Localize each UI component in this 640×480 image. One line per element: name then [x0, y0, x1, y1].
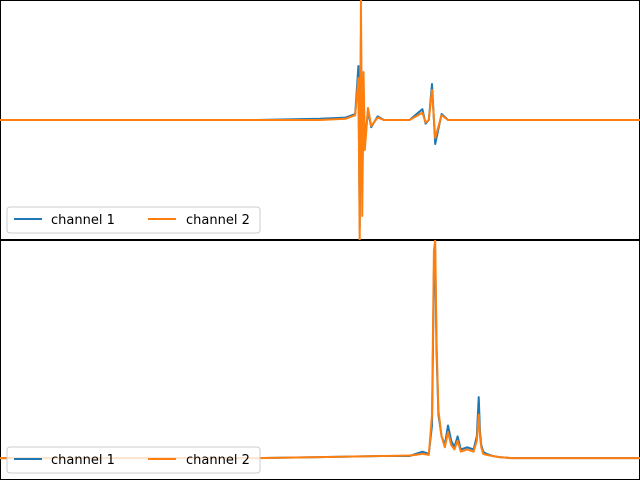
- top-series-channel-1-line: [0, 35, 640, 229]
- bottom-legend-label-channel-2: channel 2: [186, 453, 250, 468]
- bottom-legend-frame: [6, 446, 261, 474]
- top-legend: channel 1 channel 2: [6, 206, 261, 234]
- top-legend-frame: [6, 206, 261, 234]
- top-plot-area: channel 1 channel 2: [0, 0, 640, 240]
- bottom-legend: channel 1 channel 2: [6, 446, 261, 474]
- top-legend-label-channel-1: channel 1: [51, 213, 115, 228]
- top-legend-label-channel-2: channel 2: [186, 213, 250, 228]
- top-series-group: [0, 0, 640, 240]
- bottom-series-channel-2-line: [0, 240, 640, 460]
- bottom-plot-area: channel 1 channel 2: [0, 240, 640, 480]
- top-series-channel-2-line: [0, 0, 640, 240]
- bottom-series-group: [0, 240, 640, 460]
- bottom-legend-label-channel-1: channel 1: [51, 453, 115, 468]
